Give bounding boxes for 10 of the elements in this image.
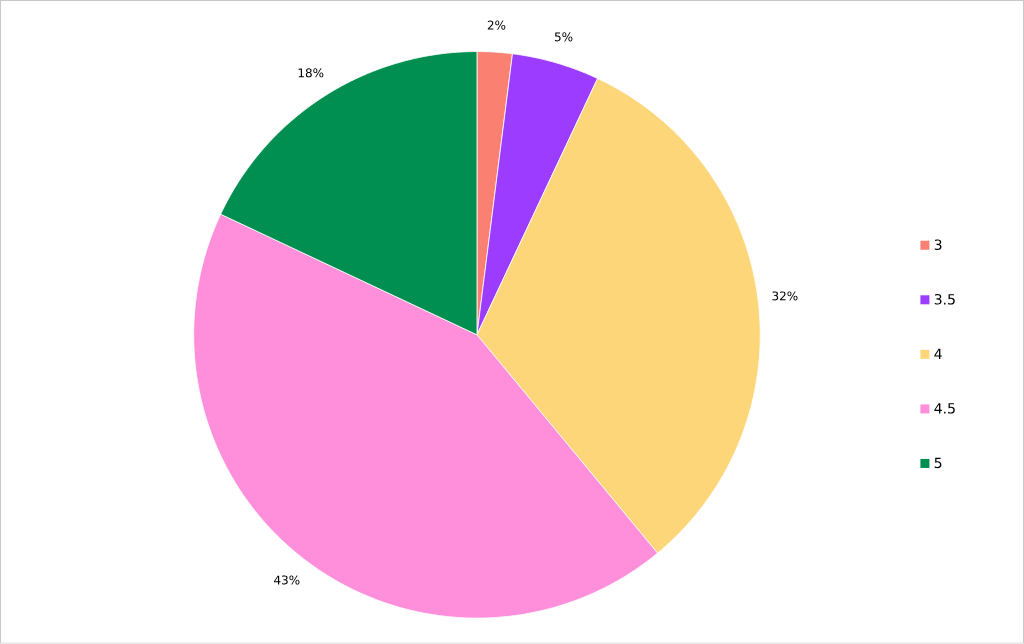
legend-label: 4.5 — [934, 403, 955, 414]
data-label: 32% — [772, 291, 798, 301]
data-label: 18% — [298, 68, 324, 78]
legend-label: 3 — [934, 239, 942, 251]
data-label: 2% — [487, 20, 506, 30]
data-label: 43% — [274, 575, 300, 585]
legend-label: 4 — [934, 348, 942, 360]
data-label: 5% — [554, 32, 573, 42]
legend-label: 5 — [934, 457, 942, 469]
legend-label: 3.5 — [934, 294, 955, 305]
